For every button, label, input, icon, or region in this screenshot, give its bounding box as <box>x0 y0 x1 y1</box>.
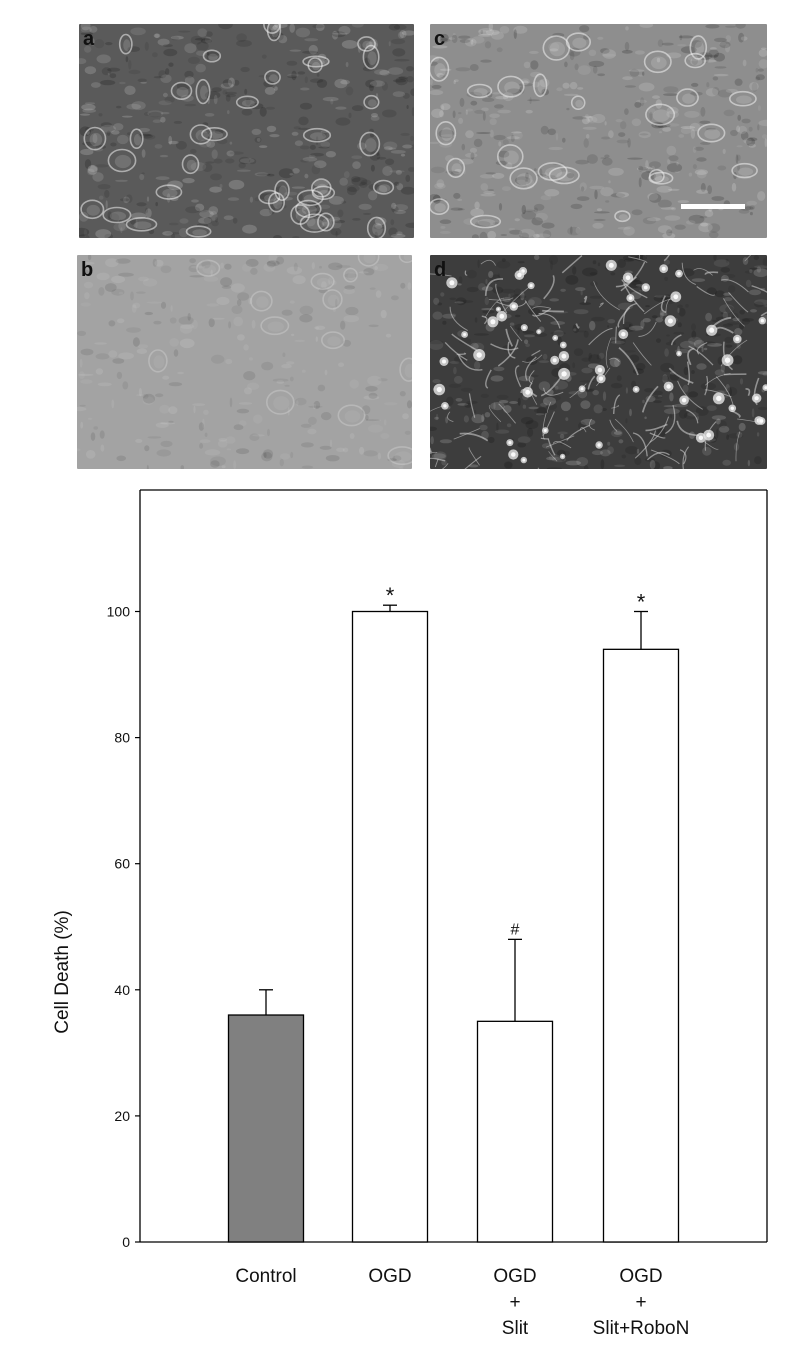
x-category-label: OGD <box>493 1266 536 1287</box>
micrograph-panel-a: a <box>79 24 414 238</box>
x-category-label: + <box>509 1292 520 1313</box>
micrograph-image-c <box>430 24 767 238</box>
y-axis-label: Cell Death (%) <box>52 910 73 1034</box>
micrograph-panel-c: c <box>430 24 767 238</box>
y-tick-label: 100 <box>107 604 131 620</box>
panel-label-c: c <box>434 28 446 50</box>
significance-marker: * <box>637 590 646 615</box>
significance-marker: * <box>386 583 395 608</box>
x-category-label: OGD <box>619 1266 662 1287</box>
significance-marker: # <box>511 921 520 938</box>
x-category-label: Slit <box>502 1318 529 1339</box>
x-category-label: OGD <box>368 1266 411 1287</box>
y-tick-label: 60 <box>114 856 130 872</box>
y-tick-label: 0 <box>122 1234 130 1250</box>
micrograph-panel-b: b <box>77 255 412 469</box>
y-tick-label: 20 <box>114 1108 130 1124</box>
bar <box>476 1020 554 1243</box>
x-category-label: Control <box>235 1266 296 1287</box>
x-category-label: + <box>635 1292 646 1313</box>
micrograph-panel-d: d <box>430 255 767 469</box>
bar <box>602 648 680 1243</box>
y-tick-label: 40 <box>114 982 130 998</box>
panel-label-d: d <box>434 259 447 281</box>
x-category-label: Slit+RoboN <box>593 1318 690 1339</box>
micrograph-image-b <box>77 255 412 469</box>
bar <box>227 1014 305 1243</box>
panel-label-a: a <box>83 28 95 50</box>
scale-bar <box>681 204 745 209</box>
y-tick-label: 80 <box>114 730 130 746</box>
panel-label-b: b <box>81 259 94 281</box>
micrograph-image-d <box>430 255 767 469</box>
bar <box>351 610 429 1243</box>
micrograph-image-a <box>79 24 414 238</box>
